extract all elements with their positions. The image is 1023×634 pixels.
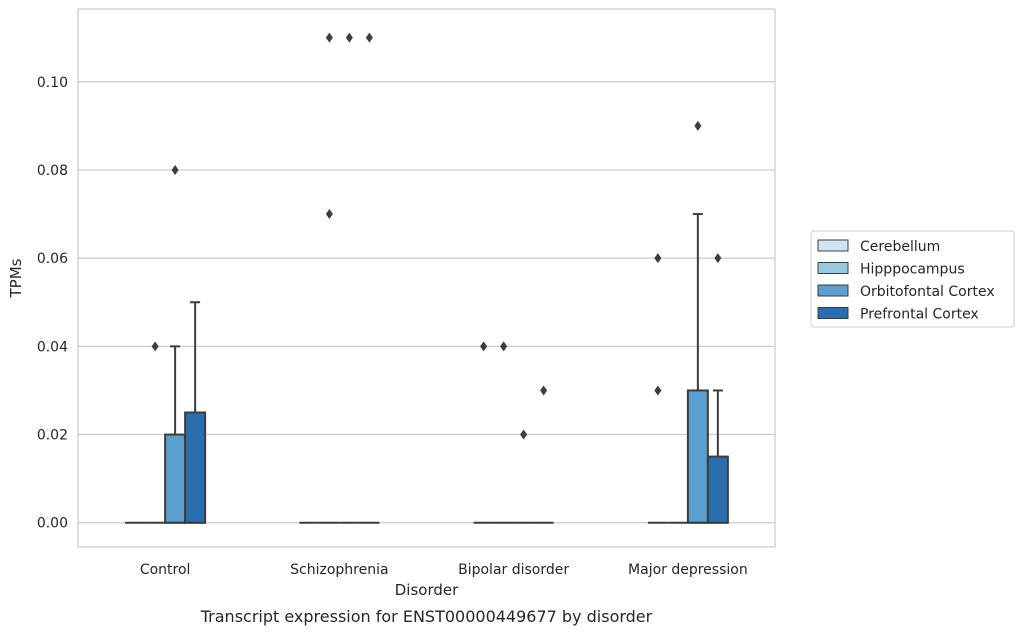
y-tick-label: 0.00	[37, 516, 68, 532]
y-tick-label: 0.06	[37, 251, 68, 267]
outlier-point	[694, 120, 702, 131]
outlier-point	[325, 32, 333, 43]
outlier-point	[365, 32, 373, 43]
y-axis-ticks: 0.00 0.02 0.04 0.06 0.08 0.10	[37, 75, 68, 532]
outlier-point	[500, 341, 508, 352]
boxes	[125, 32, 729, 524]
chart-caption: Transcript expression for ENST0000044967…	[200, 607, 653, 626]
box-prefrontal-cortex	[184, 301, 207, 524]
box-cerebellum	[647, 253, 668, 524]
outlier-point	[480, 341, 488, 352]
legend: Cerebellum Hipppocampus Orbitofontal Corte…	[810, 230, 1015, 328]
y-tick-label: 0.04	[37, 339, 68, 355]
box-hipppocampus	[145, 341, 166, 524]
legend-swatch	[817, 262, 849, 274]
x-tick-label: Control	[140, 562, 191, 578]
box-cerebellum	[473, 341, 494, 524]
box-body	[706, 455, 729, 524]
x-tick-label: Major depression	[628, 562, 748, 578]
y-tick-label: 0.08	[37, 163, 68, 179]
legend-swatch	[817, 239, 849, 252]
box-body	[184, 411, 207, 524]
outlier-point	[345, 32, 353, 43]
legend-swatch	[817, 307, 849, 319]
outlier-point	[714, 253, 722, 264]
box-prefrontal-cortex	[359, 32, 380, 524]
box-hipppocampus	[319, 32, 340, 524]
outlier-point	[325, 209, 333, 220]
outlier-point	[151, 341, 159, 352]
y-tick-label: 0.02	[37, 428, 68, 444]
x-tick-label: Schizophrenia	[290, 562, 388, 578]
x-axis-label: Disorder	[395, 581, 459, 599]
box-orbitofontal-cortex	[164, 164, 187, 524]
legend-label: Hipppocampus	[860, 262, 965, 278]
outlier-point	[654, 253, 662, 264]
legend-swatch	[817, 284, 849, 297]
box-prefrontal-cortex	[706, 253, 729, 524]
x-axis-ticks: Control Schizophrenia Bipolar disorder Majo…	[140, 562, 748, 578]
x-tick-label: Bipolar disorder	[458, 562, 569, 578]
legend-frame	[810, 230, 1015, 328]
box-orbitofontal-cortex	[686, 120, 709, 524]
y-tick-label: 0.10	[37, 75, 68, 91]
box-body	[164, 433, 187, 524]
plot-area-frame	[77, 8, 776, 548]
legend-label: Cerebellum	[860, 239, 940, 255]
box-orbitofontal-cortex	[339, 32, 360, 524]
box-hipppocampus	[493, 341, 514, 524]
outlier-point	[540, 385, 548, 396]
box-orbitofontal-cortex	[513, 429, 534, 524]
legend-label: Orbitofontal Cortex	[860, 284, 995, 300]
outlier-point	[520, 429, 528, 440]
box-prefrontal-cortex	[533, 385, 554, 524]
y-axis-label: TPMs	[7, 258, 25, 298]
outlier-point	[654, 385, 662, 396]
box-body	[686, 389, 709, 524]
outlier-point	[171, 164, 179, 175]
legend-label: Prefrontal Cortex	[860, 307, 979, 323]
